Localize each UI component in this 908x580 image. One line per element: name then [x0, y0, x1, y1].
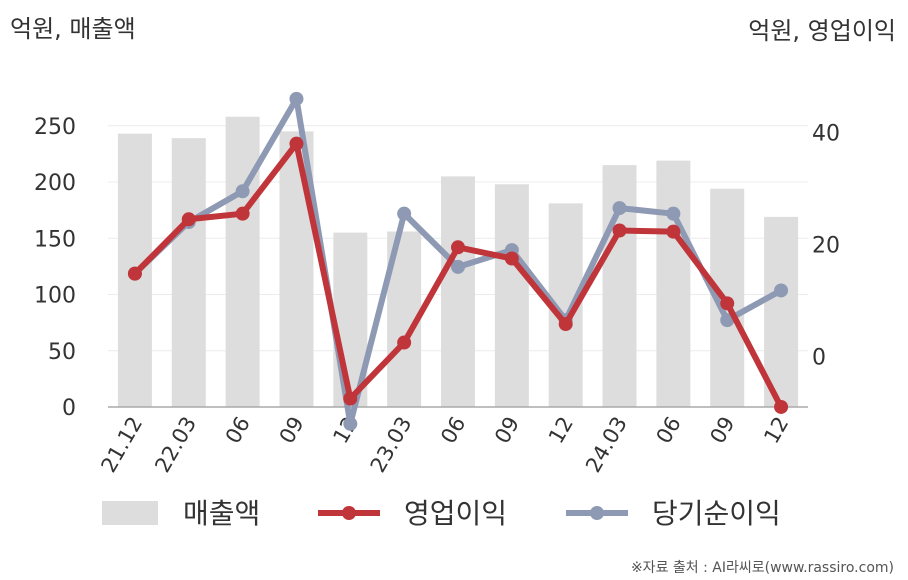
legend-label: 당기순이익 — [652, 497, 781, 530]
series-point — [343, 391, 358, 406]
left-tick-label: 200 — [34, 171, 76, 196]
left-tick-label: 0 — [62, 396, 76, 421]
right-tick-label: 40 — [812, 121, 840, 146]
left-axis-unit-label: 억원, 매출액 — [10, 15, 136, 43]
x-axis-labels: 21.12 22.03 06 09 12 23.03 06 09 12 24.03 06 09 12 — [96, 413, 793, 477]
right-axis-ticks: 0 20 40 — [812, 121, 840, 370]
legend: 매출액 영업이익 당기순이익 — [102, 497, 781, 530]
x-tick-label: 09 — [490, 413, 524, 448]
x-tick-label: 12 — [759, 413, 793, 448]
series-point — [343, 416, 358, 431]
revenue-bars — [117, 116, 799, 407]
right-axis-unit-label: 억원, 영업이익 — [748, 17, 896, 45]
x-tick-label: 24.03 — [581, 413, 632, 477]
x-tick-label: 06 — [221, 413, 255, 448]
revenue-bar — [171, 138, 206, 407]
series-point — [397, 335, 412, 350]
series-point — [720, 296, 735, 311]
source-text: ※자료 출처 : AI라씨로(www.rassiro.com) — [631, 560, 894, 576]
legend-label: 영업이익 — [404, 497, 507, 530]
left-tick-label: 250 — [34, 115, 76, 140]
series-point — [289, 91, 304, 106]
revenue-bar — [656, 160, 691, 407]
left-axis-ticks: 0 50 100 150 200 250 — [34, 115, 76, 421]
x-tick-label: 23.03 — [366, 413, 417, 477]
x-tick-label: 09 — [275, 413, 309, 448]
left-tick-label: 150 — [34, 227, 76, 252]
series-point — [558, 317, 573, 332]
left-tick-label: 100 — [34, 284, 76, 309]
series-point — [774, 283, 789, 298]
series-point — [774, 399, 789, 414]
left-tick-label: 50 — [48, 340, 76, 365]
revenue-bar — [225, 116, 260, 407]
series-point — [612, 223, 627, 238]
right-tick-label: 0 — [812, 346, 826, 371]
x-tick-label: 21.12 — [96, 413, 147, 477]
series-point — [720, 313, 735, 328]
series-point — [612, 201, 627, 216]
x-tick-label: 09 — [705, 413, 739, 448]
series-point — [504, 251, 519, 266]
series-point — [289, 136, 304, 151]
series-point — [666, 224, 681, 239]
x-tick-label: 12 — [328, 413, 362, 448]
series-point — [451, 259, 465, 274]
revenue-bar — [441, 176, 475, 407]
series-point — [235, 184, 250, 199]
right-tick-label: 20 — [812, 234, 840, 259]
series-point — [397, 206, 412, 221]
x-tick-label: 22.03 — [150, 413, 201, 477]
x-tick-label: 12 — [544, 413, 578, 448]
legend-swatch-point — [590, 506, 604, 520]
legend-label: 매출액 — [183, 497, 260, 530]
series-point — [451, 240, 465, 255]
revenue-bar — [494, 184, 529, 407]
series-point — [181, 212, 196, 227]
series-point — [235, 206, 250, 221]
revenue-bar — [764, 216, 799, 407]
x-tick-label: 06 — [652, 413, 686, 448]
series-point — [666, 206, 681, 221]
legend-swatch-point — [342, 506, 356, 520]
series-point — [127, 266, 142, 281]
line-series — [127, 91, 789, 431]
x-tick-label: 06 — [436, 413, 470, 448]
legend-swatch-bar — [102, 501, 158, 525]
